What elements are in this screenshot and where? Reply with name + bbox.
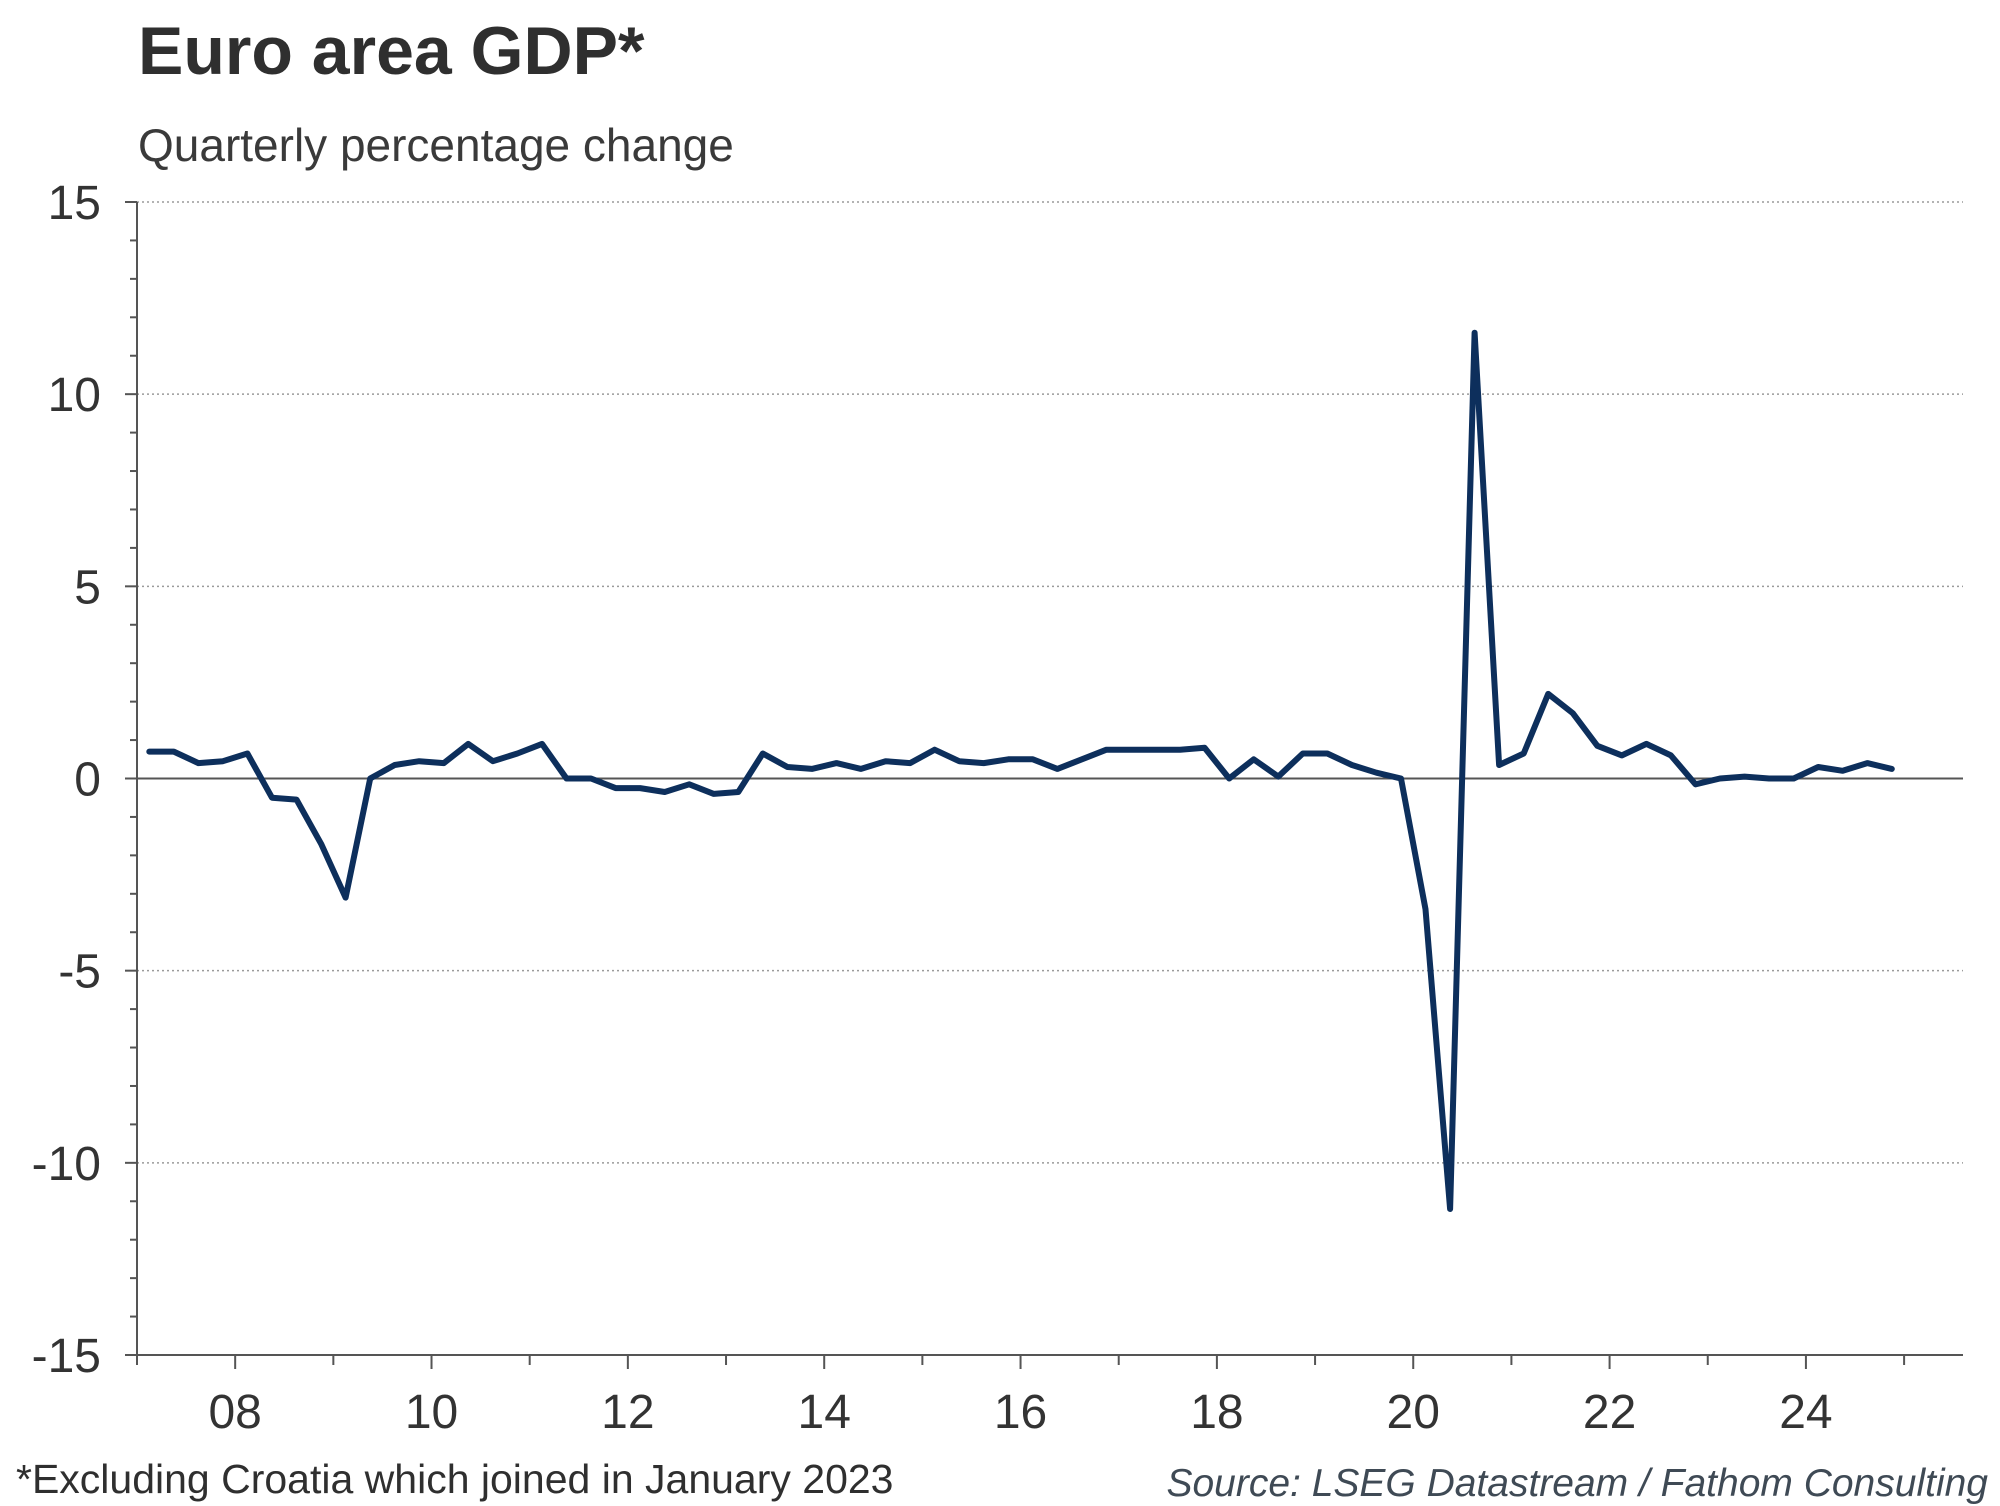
series <box>146 329 1895 1212</box>
x-tick-label-14: 14 <box>798 1386 851 1439</box>
data-point <box>613 785 619 791</box>
data-point <box>907 760 913 766</box>
chart-footnote: *Excluding Croatia which joined in Janua… <box>16 1456 894 1502</box>
x-tick-label-08: 08 <box>208 1386 261 1439</box>
data-point <box>1692 781 1698 787</box>
data-point <box>1889 766 1895 772</box>
gridlines <box>137 201 1963 1164</box>
data-point <box>1079 756 1085 762</box>
data-point <box>981 760 987 766</box>
data-point <box>441 760 447 766</box>
data-point <box>318 841 324 847</box>
data-point <box>1496 762 1502 768</box>
data-point <box>1005 756 1011 762</box>
x-tick-label-20: 20 <box>1387 1386 1440 1439</box>
data-point <box>1545 691 1551 697</box>
data-point <box>1054 766 1060 772</box>
data-point <box>171 749 177 755</box>
y-tick-label--15: -15 <box>32 1330 101 1383</box>
data-point <box>686 781 692 787</box>
data-point <box>735 789 741 795</box>
data-point <box>244 751 250 757</box>
data-point <box>1717 776 1723 782</box>
data-point <box>1423 906 1429 912</box>
data-point <box>760 751 766 757</box>
data-point <box>1275 774 1281 780</box>
data-point <box>1742 774 1748 780</box>
data-point <box>392 762 398 768</box>
data-point <box>1594 743 1600 749</box>
data-point <box>1398 776 1404 782</box>
data-point <box>514 751 520 757</box>
data-point <box>833 760 839 766</box>
data-point <box>465 741 471 747</box>
data-point <box>1030 756 1036 762</box>
data-point <box>1472 330 1478 336</box>
data-point <box>367 776 373 782</box>
data-point <box>711 791 717 797</box>
series-line-gdp <box>146 329 1895 1212</box>
data-point <box>1324 751 1330 757</box>
data-point <box>1570 710 1576 716</box>
data-point <box>1864 760 1870 766</box>
data-point <box>1177 747 1183 753</box>
data-point <box>1668 752 1674 758</box>
y-tick-label-15: 15 <box>48 177 101 230</box>
axes <box>125 201 1963 1369</box>
data-point <box>343 895 349 901</box>
data-point <box>1153 747 1159 753</box>
data-point <box>269 795 275 801</box>
y-tick-label-5: 5 <box>74 561 101 614</box>
data-point <box>1766 776 1772 782</box>
data-point <box>1619 752 1625 758</box>
data-point <box>416 758 422 764</box>
data-point <box>637 785 643 791</box>
chart-source: Source: LSEG Datastream / Fathom Consult… <box>1166 1462 1988 1505</box>
data-point <box>1373 770 1379 776</box>
data-point <box>1202 745 1208 751</box>
data-point <box>1643 741 1649 747</box>
data-point <box>1521 751 1527 757</box>
x-tick-label-16: 16 <box>994 1386 1047 1439</box>
data-point <box>1840 768 1846 774</box>
data-point <box>1128 747 1134 753</box>
data-point <box>294 797 300 803</box>
data-point <box>1349 762 1355 768</box>
data-point <box>662 789 668 795</box>
data-point <box>1791 776 1797 782</box>
data-point <box>784 764 790 770</box>
y-tick-label--10: -10 <box>32 1138 101 1191</box>
data-point <box>490 758 496 764</box>
x-axis-tick-labels: 08 10 12 14 16 18 20 22 24 <box>208 1386 1832 1439</box>
data-point <box>1300 751 1306 757</box>
data-point <box>883 758 889 764</box>
y-tick-label--5: -5 <box>58 946 101 999</box>
x-tick-label-10: 10 <box>405 1386 458 1439</box>
x-tick-label-18: 18 <box>1190 1386 1243 1439</box>
data-point <box>932 747 938 753</box>
data-point <box>195 760 201 766</box>
data-point <box>539 741 545 747</box>
data-point <box>220 758 226 764</box>
data-point <box>588 776 594 782</box>
y-axis-tick-labels: 15 10 5 0 -5 -10 -15 <box>32 177 101 1383</box>
chart-title: Euro area GDP* <box>138 13 645 89</box>
data-point <box>956 758 962 764</box>
data-point <box>1447 1206 1453 1212</box>
data-point <box>1226 776 1232 782</box>
data-point <box>809 766 815 772</box>
x-tick-label-12: 12 <box>601 1386 654 1439</box>
data-point <box>1103 747 1109 753</box>
y-tick-label-0: 0 <box>74 754 101 807</box>
data-point <box>858 766 864 772</box>
x-tick-label-24: 24 <box>1779 1386 1832 1439</box>
chart-subtitle: Quarterly percentage change <box>138 119 734 171</box>
data-point <box>1251 756 1257 762</box>
data-point <box>564 776 570 782</box>
data-point <box>146 749 152 755</box>
y-tick-label-10: 10 <box>48 369 101 422</box>
x-tick-label-22: 22 <box>1583 1386 1636 1439</box>
data-point <box>1815 764 1821 770</box>
